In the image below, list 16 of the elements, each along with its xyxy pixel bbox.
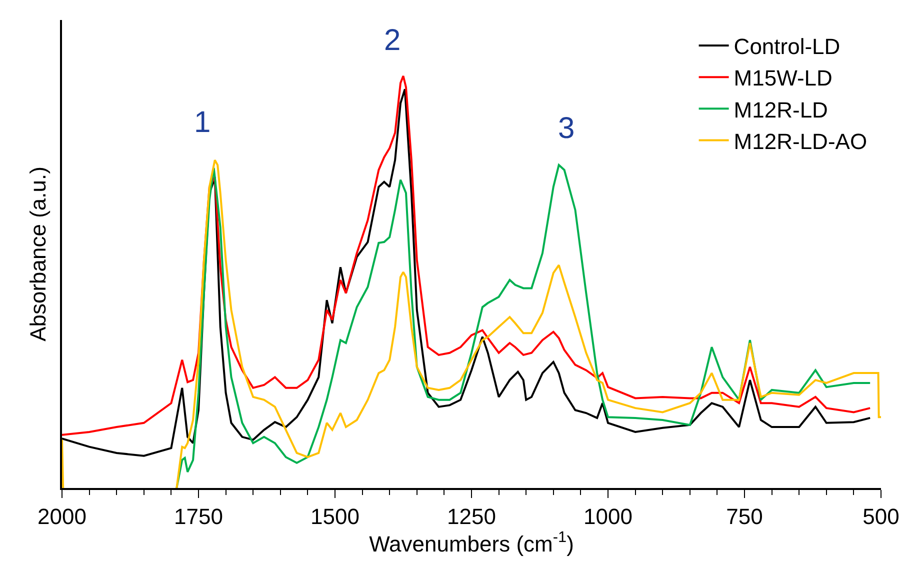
- text: 2: [384, 24, 401, 57]
- y-axis-title: Absorbance (a.u.): [26, 166, 51, 342]
- annotation: 3: [558, 112, 575, 145]
- x-axis-title: Wavenumbers (cm$^{-1}$): [369, 529, 574, 556]
- x-tick-label: 1500: [310, 504, 360, 530]
- x-tick-label: 1000: [584, 504, 632, 530]
- legend-label: M12R-LD: [734, 97, 828, 122]
- x-tick-label: 500: [862, 504, 900, 530]
- annotation: 1: [194, 106, 211, 139]
- legend-label: M15W-LD: [734, 66, 832, 91]
- x-tick-label: 750: [726, 504, 763, 530]
- legend-label: Control-LD: [734, 34, 840, 60]
- x-tick-label: 1250: [447, 504, 496, 530]
- legend-label: M12R-LD-AO: [734, 128, 868, 154]
- x-tick-label: 2000: [38, 504, 86, 530]
- x-tick-label: 1750: [174, 504, 223, 530]
